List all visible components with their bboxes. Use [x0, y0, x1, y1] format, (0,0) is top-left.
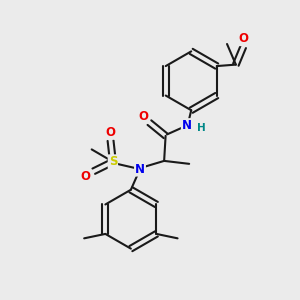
Text: N: N [135, 163, 145, 176]
Text: O: O [80, 170, 91, 183]
Text: O: O [138, 110, 148, 123]
Text: N: N [182, 119, 192, 132]
Text: O: O [106, 126, 116, 139]
Text: S: S [109, 155, 117, 168]
Text: H: H [196, 123, 205, 133]
Text: O: O [238, 32, 248, 45]
